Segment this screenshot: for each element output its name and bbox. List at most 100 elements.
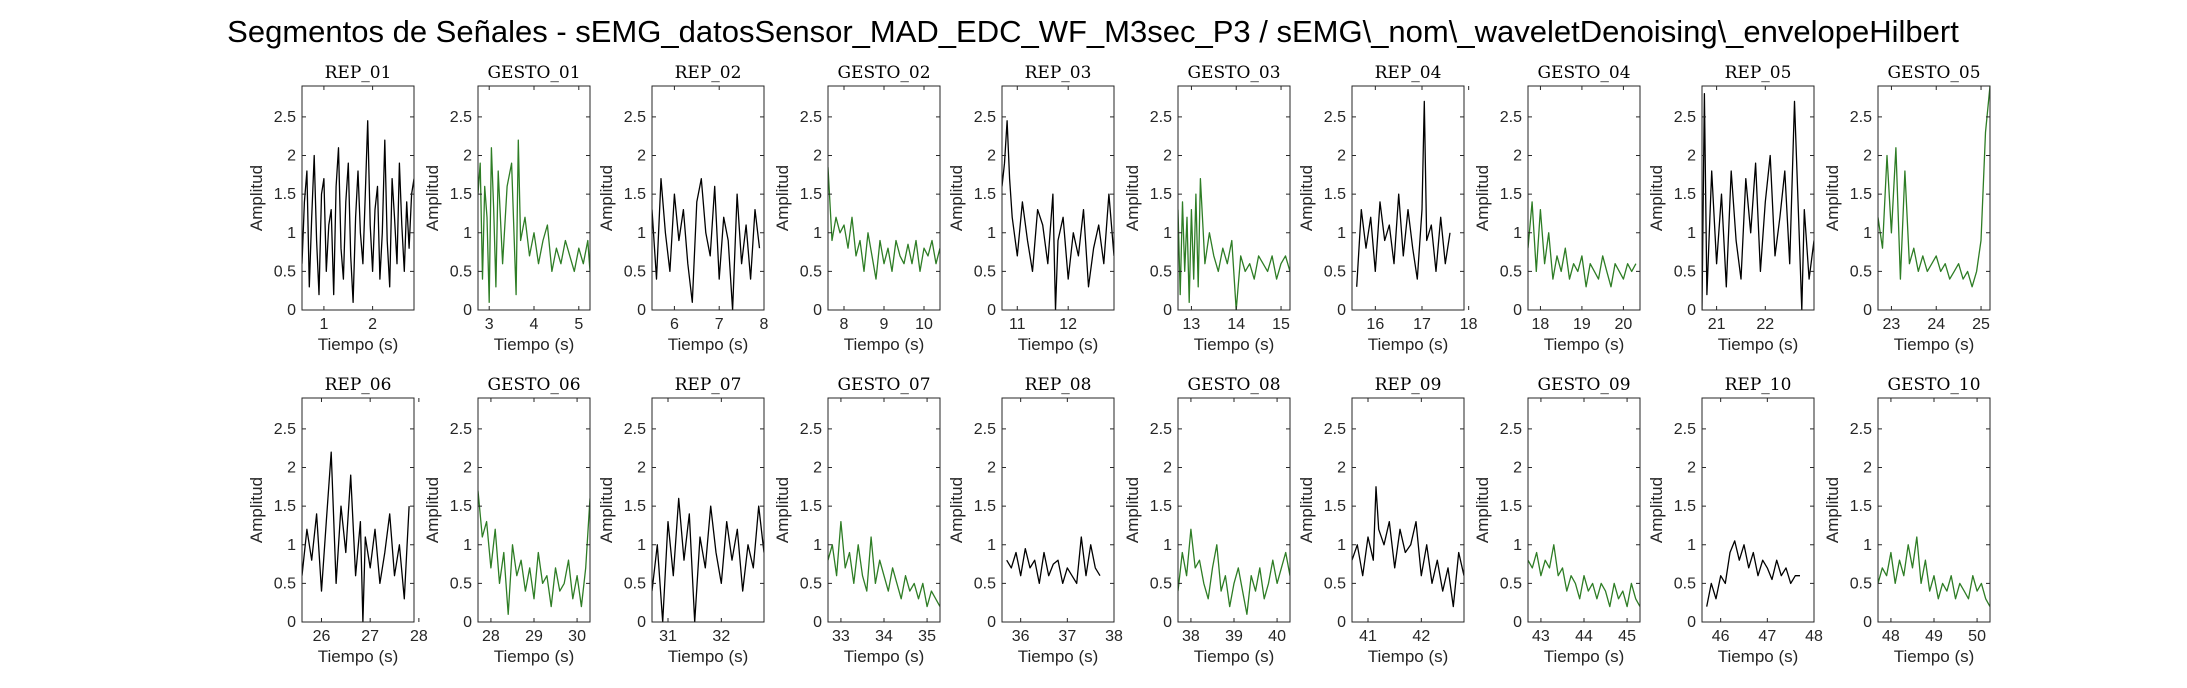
x-tick-label: 47	[1758, 628, 1776, 645]
x-tick-label: 4	[530, 316, 539, 333]
x-tick-label: 19	[1573, 316, 1591, 333]
signal-line-rep-03	[1002, 120, 1114, 310]
x-tick-label: 8	[760, 316, 769, 333]
y-tick-label: 0.5	[1500, 263, 1522, 280]
subplot-rep-04: 0 0.5 1 1.5 2 2.5 16 17 18 REP_04 Tiempo (s) Amplit…	[1297, 63, 1478, 354]
y-axis-label: Amplitud	[1123, 477, 1142, 543]
x-axis-label: Tiempo (s)	[318, 647, 399, 666]
y-axis-label: Amplitud	[423, 165, 442, 231]
y-tick-label: 1	[813, 537, 822, 554]
x-tick-label: 22	[1756, 316, 1774, 333]
axes-box-gesto-05	[1877, 85, 1991, 311]
y-tick-label: 2.5	[450, 421, 472, 438]
y-tick-label: 0	[287, 302, 296, 319]
y-tick-label: 2.5	[1150, 421, 1172, 438]
y-tick-label: 1	[287, 537, 296, 554]
subplot-rep-05: 0 0.5 1 1.5 2 2.5 21 22 REP_05 Tiempo (s) Amplitud	[1647, 63, 1815, 354]
x-tick-label: 14	[1227, 316, 1245, 333]
axes-box-gesto-04	[1527, 85, 1641, 311]
y-tick-label: 0	[637, 614, 646, 631]
y-tick-label: 0	[1337, 614, 1346, 631]
y-tick-label: 2.5	[274, 421, 296, 438]
subplot-title: GESTO_02	[837, 63, 930, 83]
subplot-rep-07: 0 0.5 1 1.5 2 2.5 31 32 REP_07 Tiempo (s) Amplitud	[597, 375, 765, 666]
y-tick-label: 1	[1513, 225, 1522, 242]
subplot-rep-10: 0 0.5 1 1.5 2 2.5 46 47 48 REP_10 Tiempo (s) Amplit…	[1647, 375, 1823, 666]
y-tick-label: 2	[1163, 148, 1172, 165]
y-tick-label: 1	[1163, 225, 1172, 242]
y-axis-label: Amplitud	[1473, 477, 1492, 543]
x-tick-label: 25	[1972, 316, 1990, 333]
y-axis-label: Amplitud	[423, 477, 442, 543]
x-tick-label: 37	[1058, 628, 1076, 645]
y-tick-label: 2.5	[624, 421, 646, 438]
subplot-title: REP_02	[675, 63, 742, 83]
x-tick-label: 21	[1708, 316, 1726, 333]
y-axis-label: Amplitud	[1123, 165, 1142, 231]
x-tick-label: 23	[1883, 316, 1901, 333]
y-tick-label: 0	[1337, 302, 1346, 319]
y-tick-label: 0.5	[800, 575, 822, 592]
y-tick-label: 0.5	[974, 263, 996, 280]
y-tick-label: 0	[1687, 302, 1696, 319]
y-tick-label: 1.5	[1850, 498, 1872, 515]
subplot-title: GESTO_08	[1187, 375, 1280, 395]
y-tick-label: 2	[813, 148, 822, 165]
x-tick-label: 18	[1532, 316, 1550, 333]
x-tick-label: 16	[1366, 316, 1384, 333]
axes-box-rep-04	[1351, 85, 1465, 311]
subplot-gesto-08: 0 0.5 1 1.5 2 2.5 38 39 40 GESTO_08 Tiempo (s) Ampl…	[1123, 375, 1291, 666]
y-tick-label: 0	[987, 302, 996, 319]
y-tick-label: 2	[463, 460, 472, 477]
subplot-gesto-06: 0 0.5 1 1.5 2 2.5 28 29 30 GESTO_06 Tiempo (s) Ampl…	[423, 375, 591, 666]
y-tick-label: 2.5	[800, 109, 822, 126]
x-tick-label: 5	[574, 316, 583, 333]
x-axis-label: Tiempo (s)	[1018, 335, 1099, 354]
y-tick-label: 0.5	[624, 263, 646, 280]
x-tick-label: 41	[1359, 628, 1377, 645]
subplot-rep-06: 0 0.5 1 1.5 2 2.5 26 27 28 REP_06 Tiempo (s) Amplit…	[247, 375, 428, 666]
y-tick-label: 1	[637, 537, 646, 554]
subplot-gesto-10: 0 0.5 1 1.5 2 2.5 48 49 50 GESTO_10 Tiempo (s) Ampl…	[1823, 375, 1991, 666]
x-axis-label: Tiempo (s)	[1194, 647, 1275, 666]
axes-box-rep-06	[301, 397, 415, 623]
y-tick-label: 0.5	[1324, 575, 1346, 592]
x-tick-label: 30	[568, 628, 586, 645]
axes-box-rep-10	[1701, 397, 1815, 623]
x-axis-label: Tiempo (s)	[1894, 647, 1975, 666]
y-tick-label: 2	[987, 460, 996, 477]
subplot-title: REP_09	[1375, 375, 1442, 395]
y-tick-label: 2.5	[1850, 421, 1872, 438]
y-tick-label: 0.5	[1850, 575, 1872, 592]
y-tick-label: 2	[463, 148, 472, 165]
x-axis-label: Tiempo (s)	[494, 335, 575, 354]
y-tick-label: 1	[1337, 537, 1346, 554]
subplot-rep-03: 0 0.5 1 1.5 2 2.5 11 12 REP_03 Tiempo (s) Amplitud	[947, 63, 1115, 354]
x-tick-label: 48	[1882, 628, 1900, 645]
y-tick-label: 1.5	[1674, 498, 1696, 515]
x-tick-label: 46	[1712, 628, 1730, 645]
x-tick-label: 3	[485, 316, 494, 333]
y-tick-label: 0	[1163, 614, 1172, 631]
axes-box-gesto-01	[477, 85, 591, 311]
y-tick-label: 2.5	[800, 421, 822, 438]
axes-box-gesto-08	[1177, 397, 1291, 623]
x-tick-label: 24	[1927, 316, 1945, 333]
y-tick-label: 1.5	[1500, 186, 1522, 203]
y-tick-label: 2.5	[974, 421, 996, 438]
signal-line-gesto-09	[1528, 544, 1640, 608]
y-axis-label: Amplitud	[773, 477, 792, 543]
y-tick-label: 1	[1687, 225, 1696, 242]
signal-line-gesto-05	[1878, 86, 1990, 288]
y-tick-label: 0.5	[974, 575, 996, 592]
y-tick-label: 2.5	[1500, 421, 1522, 438]
signal-line-rep-06	[302, 451, 410, 622]
y-tick-label: 2.5	[274, 109, 296, 126]
y-tick-label: 0	[1513, 614, 1522, 631]
subplot-title: GESTO_10	[1887, 375, 1980, 395]
x-tick-label: 43	[1532, 628, 1550, 645]
y-tick-label: 0.5	[1150, 575, 1172, 592]
axes-box-gesto-02	[827, 85, 941, 311]
signal-line-gesto-08	[1178, 528, 1290, 615]
y-tick-label: 1	[987, 537, 996, 554]
